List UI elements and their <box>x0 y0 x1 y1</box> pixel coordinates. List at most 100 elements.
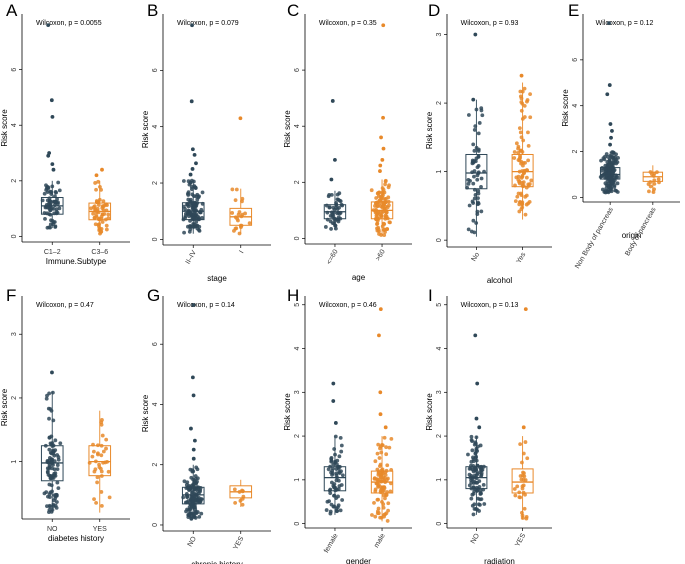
data-point <box>332 482 337 486</box>
data-point <box>476 496 481 501</box>
data-point <box>651 190 656 194</box>
data-point <box>233 198 238 203</box>
y-tick-label: 6 <box>572 58 579 62</box>
data-point <box>48 450 53 455</box>
data-point <box>610 180 615 185</box>
data-point <box>195 476 200 481</box>
y-tick-label: 4 <box>11 123 18 127</box>
data-point <box>44 396 49 401</box>
data-point <box>102 212 107 216</box>
data-point <box>336 478 341 483</box>
data-point <box>327 488 332 493</box>
data-point <box>54 505 59 510</box>
x-tick-label: NO <box>187 535 199 548</box>
y-tick-label: 3 <box>294 390 301 394</box>
data-point <box>521 180 526 185</box>
data-point <box>337 484 342 488</box>
data-point <box>335 508 340 513</box>
data-point <box>476 131 481 136</box>
data-point <box>476 201 481 206</box>
data-point <box>57 188 62 193</box>
data-point <box>469 459 474 464</box>
wilcoxon-label: Wilcoxon, p = 0.12 <box>596 20 654 27</box>
data-point <box>376 469 381 474</box>
data-point <box>49 200 54 204</box>
data-point <box>93 467 98 472</box>
data-point <box>96 179 101 184</box>
data-point <box>522 86 527 91</box>
wilcoxon-label: Wilcoxon, p = 0.14 <box>177 302 235 309</box>
data-point <box>380 190 385 194</box>
y-tick-label: 1 <box>11 460 18 464</box>
y-tick-label: 6 <box>294 68 301 72</box>
data-point <box>512 156 517 160</box>
data-point <box>382 228 387 232</box>
data-point <box>612 183 617 188</box>
data-point <box>477 509 481 513</box>
data-point <box>474 454 478 459</box>
data-point <box>477 121 482 125</box>
data-point <box>521 451 526 456</box>
data-point <box>379 475 384 480</box>
data-point <box>53 471 58 476</box>
data-point <box>473 124 478 128</box>
outlier-point <box>193 438 197 443</box>
data-point <box>471 512 476 517</box>
data-point <box>48 208 53 213</box>
data-point <box>386 199 391 204</box>
data-point <box>384 210 389 215</box>
outlier-point <box>190 375 195 380</box>
data-point <box>656 177 661 182</box>
data-point <box>99 214 104 219</box>
data-point <box>528 115 533 120</box>
data-point <box>373 459 378 464</box>
outlier-point <box>333 421 338 425</box>
outlier-point <box>477 425 482 430</box>
x-tick-label: NO <box>47 526 58 533</box>
data-point <box>609 176 614 181</box>
data-point <box>652 187 656 192</box>
outlier-point <box>331 399 336 403</box>
outlier-point <box>190 167 195 171</box>
data-point <box>386 185 391 190</box>
data-point <box>181 495 186 500</box>
data-point <box>195 201 200 205</box>
data-point <box>92 204 97 209</box>
data-point <box>100 220 105 224</box>
y-tick-label: 2 <box>436 101 443 105</box>
data-point <box>187 182 192 187</box>
y-tick-label: 4 <box>436 346 443 350</box>
outlier-point <box>608 122 613 126</box>
data-point <box>516 177 521 182</box>
data-point <box>370 513 374 517</box>
data-point <box>240 199 244 204</box>
data-point <box>475 212 480 216</box>
data-point <box>472 196 477 201</box>
data-point <box>188 223 193 228</box>
data-point <box>195 489 200 493</box>
data-point <box>481 482 486 487</box>
data-point <box>50 218 55 223</box>
y-tick-label: 0 <box>152 237 159 241</box>
data-point <box>185 493 189 498</box>
data-point <box>95 475 100 480</box>
data-point <box>470 170 475 175</box>
y-tick-label: 0 <box>11 234 18 238</box>
data-point <box>480 113 485 118</box>
data-point <box>517 158 522 163</box>
data-point <box>382 435 387 440</box>
data-point <box>40 198 45 203</box>
data-point <box>193 505 197 510</box>
data-point <box>652 181 657 186</box>
data-point <box>89 206 94 211</box>
data-point <box>615 181 620 186</box>
data-point <box>51 206 56 211</box>
data-point <box>469 434 474 439</box>
wilcoxon-label: Wilcoxon, p = 0.47 <box>36 302 94 309</box>
data-point <box>474 107 479 112</box>
data-point <box>333 216 338 221</box>
data-point <box>476 189 481 193</box>
data-point <box>469 463 473 468</box>
x-tick-label: Yes <box>516 251 528 265</box>
x-axis-title: gender <box>346 557 371 564</box>
